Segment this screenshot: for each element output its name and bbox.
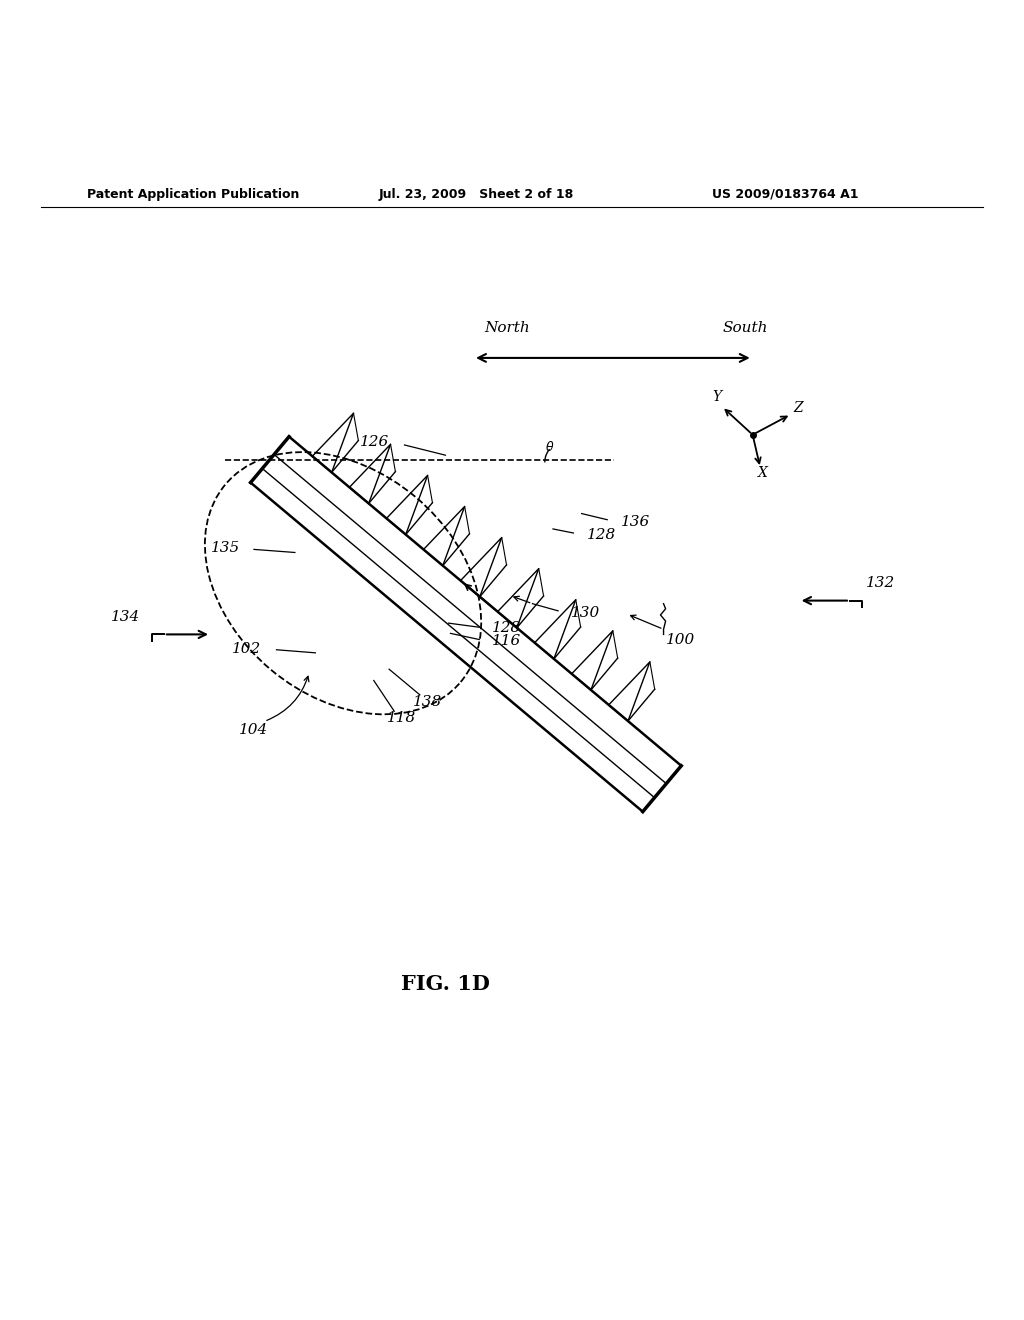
Text: 118: 118 (387, 711, 416, 726)
Text: 135: 135 (211, 541, 241, 556)
Text: 136: 136 (621, 515, 650, 529)
Text: X: X (758, 466, 768, 479)
Text: $\theta$: $\theta$ (545, 440, 555, 454)
Text: Y: Y (713, 391, 721, 404)
Text: 128: 128 (587, 528, 616, 543)
Text: 104: 104 (240, 722, 268, 737)
Text: US 2009/0183764 A1: US 2009/0183764 A1 (712, 187, 858, 201)
Text: South: South (723, 321, 768, 335)
Text: Patent Application Publication: Patent Application Publication (87, 187, 299, 201)
Text: 138: 138 (414, 696, 442, 709)
Text: Jul. 23, 2009   Sheet 2 of 18: Jul. 23, 2009 Sheet 2 of 18 (379, 187, 574, 201)
Text: 102: 102 (231, 642, 261, 656)
Text: 130: 130 (571, 606, 601, 620)
Text: Z: Z (793, 401, 803, 414)
Text: FIG. 1D: FIG. 1D (401, 974, 489, 994)
Text: North: North (484, 321, 529, 335)
Text: 134: 134 (112, 610, 140, 624)
Text: 132: 132 (866, 577, 895, 590)
Text: 116: 116 (492, 634, 521, 648)
Text: 126: 126 (359, 434, 389, 449)
Text: 100: 100 (667, 632, 695, 647)
Text: 128: 128 (492, 622, 521, 635)
